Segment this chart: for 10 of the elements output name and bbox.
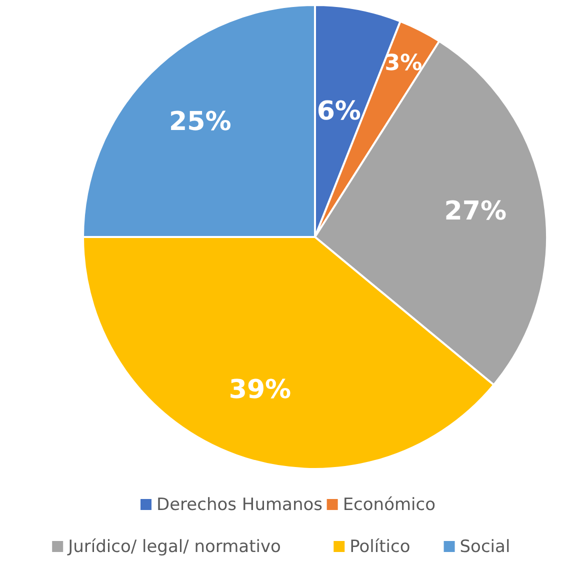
data-label: 3% [384,50,422,76]
legend-label: Económico [342,495,436,515]
legend-label: Social [460,537,510,557]
data-label: 39% [228,374,292,405]
legend-label: Derechos Humanos [156,495,323,515]
legend-label: Político [350,537,410,557]
data-label: 25% [169,107,232,138]
legend-label: Jurídico/ legal/ normativo [67,537,281,557]
data-label: 6% [316,96,361,127]
data-label: 27% [444,196,507,227]
